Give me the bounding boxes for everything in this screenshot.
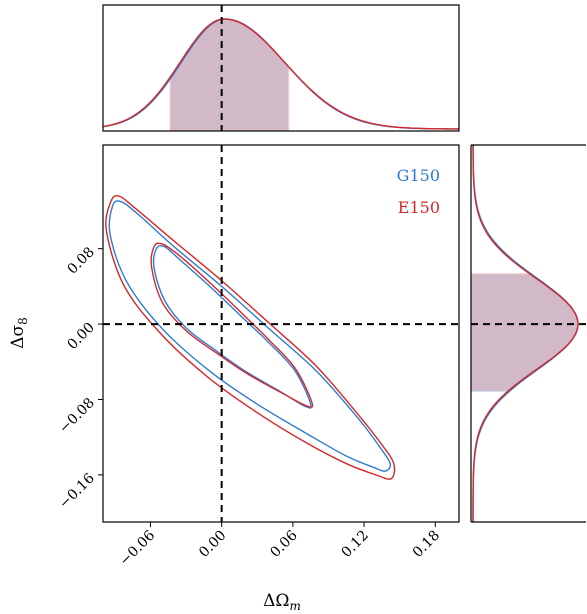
x-tick-label: −0.06 bbox=[117, 527, 159, 569]
y-tick-label: −0.08 bbox=[56, 395, 98, 437]
y-axis-label-subscript: 8 bbox=[16, 317, 30, 325]
svg-text:Δσ8: Δσ8 bbox=[8, 317, 30, 349]
contour-inner-g150 bbox=[152, 244, 312, 409]
y-tick-label: 0.00 bbox=[64, 320, 97, 353]
top-marginal-shade-g150 bbox=[170, 19, 289, 131]
right-marginal-curve-e150 bbox=[472, 144, 579, 522]
main-panel-frame bbox=[102, 144, 460, 523]
svg-text:ΔΩm: ΔΩm bbox=[263, 591, 301, 613]
x-tick-label: 0.06 bbox=[267, 527, 300, 560]
right-marginal-shade-e150 bbox=[471, 273, 578, 391]
top-panel-frame bbox=[102, 4, 460, 132]
contour-outer-g150 bbox=[108, 200, 392, 472]
top-marginal-curve-e150 bbox=[102, 18, 460, 130]
legend-entry-g150: G150 bbox=[397, 166, 440, 185]
right-marginal-panel bbox=[470, 144, 586, 523]
x-axis-label-subscript: m bbox=[289, 599, 300, 613]
legend-entry-e150: E150 bbox=[398, 198, 440, 217]
y-tick-label: 0.08 bbox=[64, 244, 97, 277]
legend: G150 E150 bbox=[397, 166, 440, 217]
x-tick-label: 0.18 bbox=[410, 528, 443, 561]
y-tick-label: −0.16 bbox=[56, 470, 98, 512]
top-marginal-shade-e150 bbox=[169, 19, 290, 131]
right-marginal-shade-g150 bbox=[471, 274, 578, 392]
y-axis-label: Δσ8 bbox=[8, 317, 30, 349]
x-axis-label: ΔΩm bbox=[263, 591, 301, 613]
contour-inner-e150 bbox=[150, 242, 314, 408]
y-axis-label-text: Δσ bbox=[8, 324, 28, 348]
x-tick-label: 0.00 bbox=[196, 528, 229, 561]
contour-outer-e150 bbox=[105, 195, 396, 480]
x-axis-label-text: ΔΩ bbox=[263, 591, 289, 611]
top-marginal-panel bbox=[102, 4, 460, 132]
x-tick-label: 0.12 bbox=[339, 528, 372, 561]
